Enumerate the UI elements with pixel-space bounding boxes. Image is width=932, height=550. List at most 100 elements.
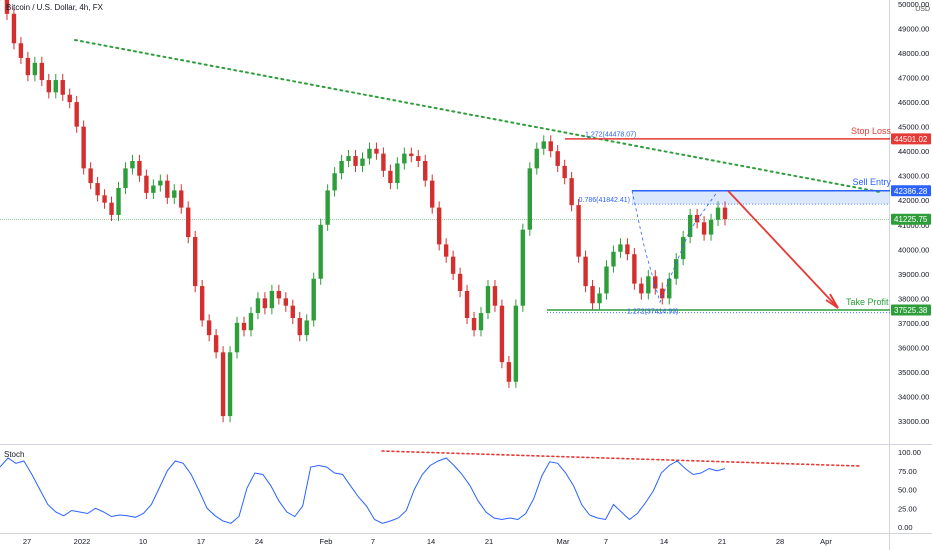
price-candle-body: [632, 254, 637, 284]
price-candle-body: [409, 153, 414, 157]
price-candle-body: [569, 178, 574, 206]
time-tick-label: 28: [776, 537, 784, 546]
price-tick-label: 42000.00: [898, 196, 929, 205]
stoch-panel-label[interactable]: Stoch: [4, 450, 25, 459]
price-candle-body: [123, 168, 128, 188]
price-candle-body: [625, 244, 630, 255]
price-candle-body: [590, 286, 595, 304]
time-tick-label: 17: [197, 537, 205, 546]
projection-arrow-head: [825, 293, 839, 309]
price-candle-body: [360, 158, 365, 166]
price-tick-label: 43000.00: [898, 172, 929, 181]
stop-loss-price: 44501.02: [894, 135, 928, 144]
price-candle-body: [95, 183, 100, 196]
price-candle-body: [325, 190, 330, 225]
price-tick-label: 34000.00: [898, 392, 929, 401]
sell-entry-price-badge: 42386.28: [891, 185, 931, 197]
price-candle-body: [457, 273, 463, 291]
price-candle-body: [367, 148, 372, 159]
price-tick-label: 41000.00: [898, 221, 929, 230]
price-candle-body: [137, 160, 142, 176]
sell-entry-zone[interactable]: [632, 190, 890, 205]
price-candle-body: [213, 335, 219, 353]
stoch-tick-label: 25.00: [898, 504, 917, 513]
take-profit-label: Take Profit: [846, 297, 889, 307]
price-candle-body: [423, 160, 428, 181]
stoch-tick-label: 50.00: [898, 486, 917, 495]
price-candle-body: [74, 102, 79, 127]
symbol-title[interactable]: Bitcoin / U.S. Dollar, 4h, FX: [6, 3, 103, 12]
price-candle-body: [674, 259, 679, 279]
price-candle-body: [130, 160, 135, 169]
price-candle-body: [248, 313, 254, 331]
price-candle-body: [88, 168, 93, 184]
price-candle-body: [450, 256, 456, 274]
time-tick-label: 24: [255, 537, 263, 546]
price-candle-body: [192, 237, 198, 287]
price-pane[interactable]: [0, 0, 890, 444]
fib-bottom-label: 1.272(37414.99): [627, 309, 678, 316]
price-candle-body: [562, 165, 567, 179]
current-price: 41225.75: [894, 215, 928, 224]
price-candle-body: [499, 305, 505, 363]
projection-arrow-line[interactable]: [727, 190, 839, 309]
currency-label: USD: [915, 6, 930, 13]
price-candles: [0, 0, 728, 423]
price-tick-label: 35000.00: [898, 368, 929, 377]
price-candle-body: [255, 298, 261, 314]
price-candle-body: [667, 278, 672, 299]
price-candle-body: [262, 298, 268, 309]
price-axis[interactable]: [890, 0, 932, 550]
price-tick-label: 36000.00: [898, 343, 929, 352]
price-axis-ticks: 50000.00 49000.00 48000.00 47000.00 46000.00…: [898, 0, 929, 426]
stoch-tick-label: 100.00: [898, 448, 921, 457]
price-candle-body: [109, 202, 114, 215]
price-candle-body: [276, 290, 282, 299]
current-price-badge: 41225.75: [891, 213, 931, 225]
price-candle-body: [646, 276, 651, 294]
price-candle-body: [381, 153, 386, 171]
time-axis-ticks: 27 2022 10 17 24 Feb 7 14 21 Mar 7 14 21 28 Apr: [23, 537, 833, 546]
price-candle-body: [534, 148, 539, 169]
price-candle-body: [478, 313, 484, 331]
time-tick-label: 14: [660, 537, 668, 546]
stoch-tick-label: 0.00: [898, 523, 913, 532]
price-candle-body: [639, 283, 644, 294]
price-candle-body: [443, 244, 449, 257]
price-candle-body: [520, 229, 526, 306]
price-candle-body: [374, 148, 379, 154]
price-candle-body: [346, 156, 351, 161]
price-candle-body: [18, 43, 24, 58]
time-tick-label: Feb: [320, 537, 333, 546]
price-candle-body: [611, 251, 616, 267]
price-candle-body: [165, 180, 170, 198]
time-tick-label: 21: [718, 537, 726, 546]
time-tick-label: Mar: [557, 537, 570, 546]
price-candle-body: [653, 276, 658, 289]
price-candle-body: [513, 305, 519, 382]
price-candle-body: [81, 126, 86, 169]
price-candle-body: [708, 219, 714, 235]
price-candle-body: [116, 187, 121, 215]
price-candle-body: [25, 57, 31, 76]
stoch-trendline[interactable]: [381, 450, 861, 467]
time-tick-label: 14: [427, 537, 435, 546]
price-candle-body: [234, 322, 240, 353]
price-candle-body: [53, 80, 58, 93]
take-profit-price-badge: 37525.38: [891, 304, 931, 316]
price-candle-body: [318, 224, 323, 279]
price-candle-body: [583, 256, 588, 287]
stoch-tick-label: 75.00: [898, 467, 917, 476]
price-candle-body: [102, 195, 107, 203]
price-candle-body: [680, 237, 686, 260]
price-candle-body: [541, 141, 546, 149]
price-candle-body: [436, 207, 442, 245]
price-candle-body: [241, 322, 247, 331]
price-candle-body: [701, 222, 707, 235]
price-candle-body: [430, 180, 435, 208]
price-tick-label: 37000.00: [898, 319, 929, 328]
resistance-trendline[interactable]: [74, 39, 881, 193]
price-candle-body: [694, 214, 700, 223]
